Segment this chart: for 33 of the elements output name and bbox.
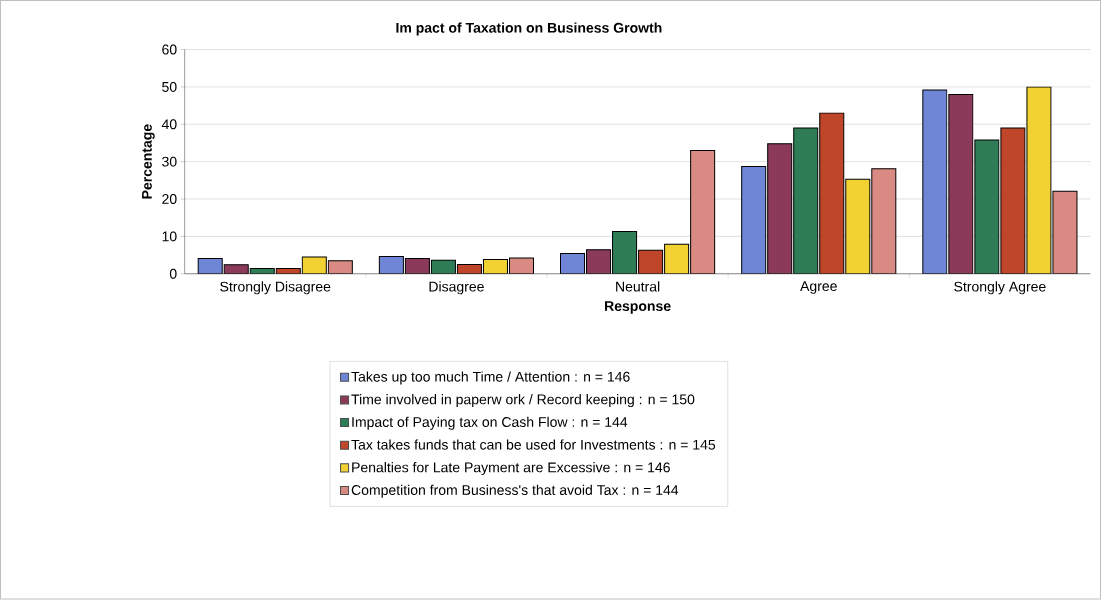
bar <box>741 166 767 274</box>
y-axis-title: Percentage <box>142 124 155 199</box>
x-tick-label: Neutral <box>616 281 660 292</box>
y-tick-label: 20 <box>162 194 177 205</box>
y-tick-label: 60 <box>162 44 177 55</box>
y-tick-label: 30 <box>162 156 177 167</box>
chart-title: Im pact of Taxation on Business Growth <box>396 22 662 36</box>
bar <box>871 168 897 274</box>
x-tick-label: Strongly Agree <box>954 281 1046 295</box>
legend-label: Impact of Paying tax on Cash Flow : n = 144 <box>352 416 628 431</box>
x-tick-label: Agree <box>800 281 837 295</box>
legend-label: Penalties for Late Payment are Excessive : n = 146 <box>352 462 670 476</box>
y-tick-label: 50 <box>162 82 177 93</box>
legend-label: Takes up too much Time / Attention : n = 146 <box>351 371 630 385</box>
bar <box>922 89 948 274</box>
bar <box>948 94 974 274</box>
bar <box>612 231 638 274</box>
bar <box>560 253 586 274</box>
bar <box>767 143 793 274</box>
legend-label: Time involved in paperw ork / Record keeping : n = 150 <box>351 394 695 408</box>
bar <box>690 150 716 274</box>
bar <box>586 249 612 274</box>
y-tick-label: 40 <box>161 119 177 130</box>
x-tick-label: Disagree <box>429 281 484 295</box>
x-tick-label: Strongly Disagree <box>220 281 331 295</box>
bar <box>1052 190 1078 274</box>
legend-label: Tax takes funds that can be used for Investments : n = 145 <box>351 439 716 450</box>
bar <box>974 139 1000 274</box>
x-axis-title: Response <box>605 301 671 314</box>
bar <box>793 127 819 274</box>
y-tick-label: 10 <box>162 231 177 242</box>
legend-label: Competition from Business's that avoid Tax : n = 144 <box>351 484 679 498</box>
y-tick-label: 0 <box>169 269 177 279</box>
